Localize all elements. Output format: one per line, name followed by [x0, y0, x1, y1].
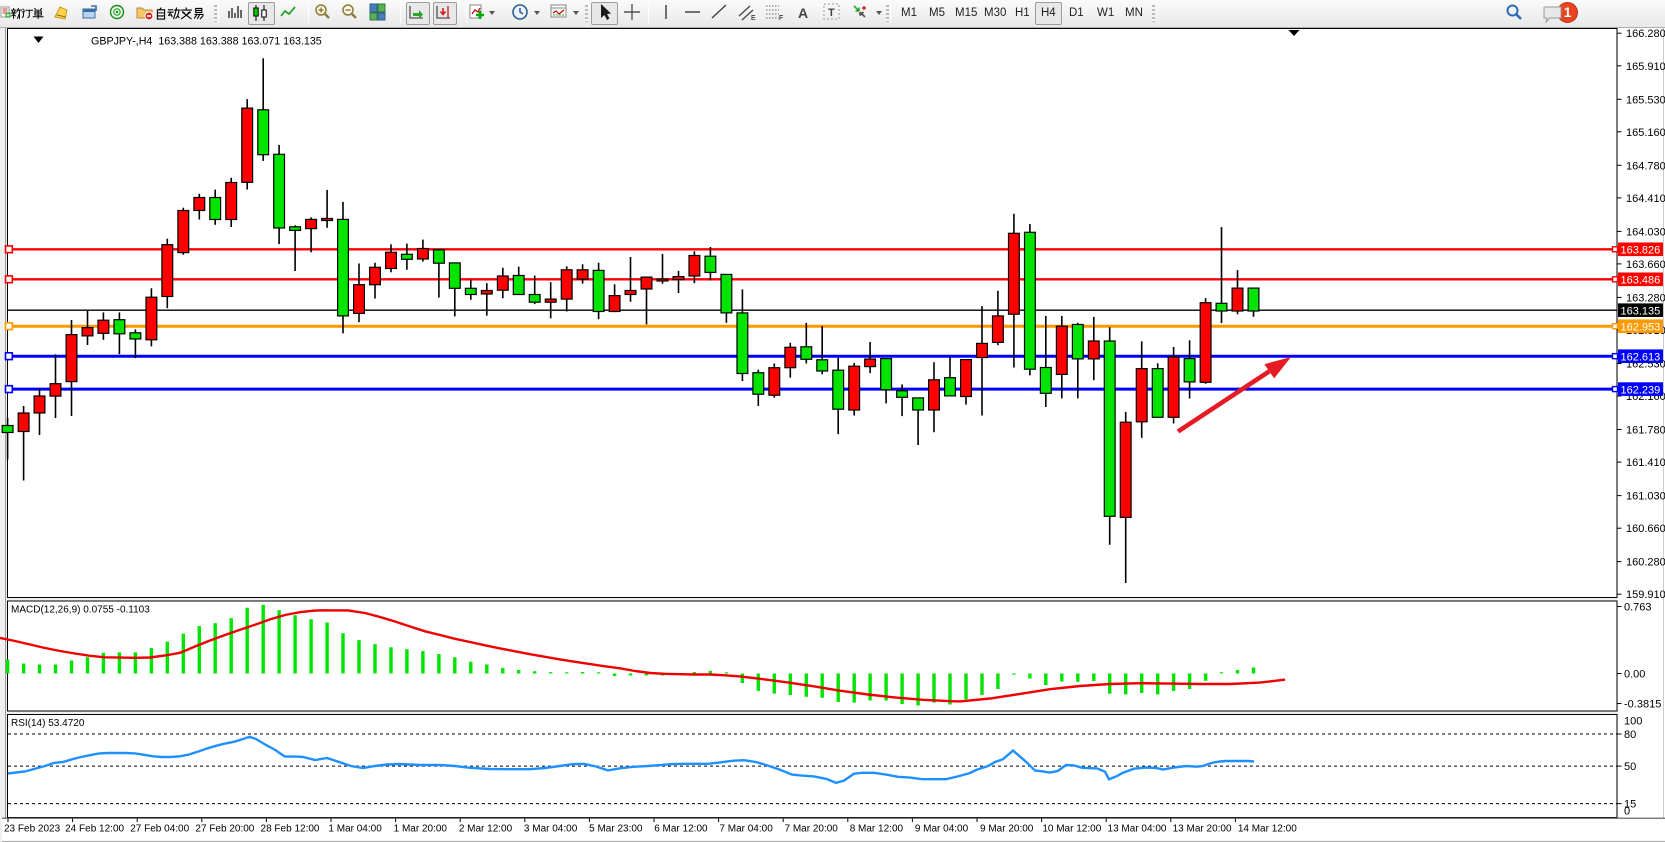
svg-text:23 Feb 2023: 23 Feb 2023: [4, 824, 61, 835]
svg-text:7 Mar 04:00: 7 Mar 04:00: [719, 824, 773, 835]
svg-text:9 Mar 20:00: 9 Mar 20:00: [980, 824, 1034, 835]
svg-text:163.486: 163.486: [1621, 275, 1661, 287]
svg-text:14 Mar 12:00: 14 Mar 12:00: [1238, 824, 1297, 835]
svg-text:9 Mar 04:00: 9 Mar 04:00: [915, 824, 969, 835]
svg-text:162.239: 162.239: [1621, 384, 1661, 396]
svg-text:163.135: 163.135: [1621, 305, 1661, 317]
svg-text:RSI(14) 53.4720: RSI(14) 53.4720: [11, 718, 85, 729]
svg-text:0: 0: [1624, 806, 1630, 818]
svg-text:0.00: 0.00: [1624, 669, 1645, 681]
svg-text:80: 80: [1624, 729, 1636, 741]
svg-text:7 Mar 20:00: 7 Mar 20:00: [785, 824, 839, 835]
svg-text:MACD(12,26,9) 0.0755 -0.1103: MACD(12,26,9) 0.0755 -0.1103: [11, 605, 150, 616]
svg-text:24 Feb 12:00: 24 Feb 12:00: [65, 824, 124, 835]
svg-text:13 Mar 04:00: 13 Mar 04:00: [1108, 824, 1167, 835]
svg-text:0.763: 0.763: [1624, 602, 1652, 614]
svg-text:166.280: 166.280: [1626, 28, 1665, 40]
svg-text:165.530: 165.530: [1626, 94, 1665, 106]
svg-text:-0.3815: -0.3815: [1624, 699, 1661, 711]
svg-text:162.613: 162.613: [1621, 351, 1661, 363]
svg-text:50: 50: [1624, 761, 1636, 773]
svg-text:160.660: 160.660: [1626, 523, 1665, 535]
svg-text:8 Mar 12:00: 8 Mar 12:00: [850, 824, 904, 835]
svg-text:E: E: [751, 15, 756, 22]
svg-text:164.030: 164.030: [1626, 226, 1665, 238]
svg-text:159.910: 159.910: [1626, 589, 1665, 601]
svg-text:163.826: 163.826: [1621, 245, 1661, 257]
svg-text:161.780: 161.780: [1626, 425, 1665, 437]
svg-text:160.280: 160.280: [1626, 557, 1665, 569]
svg-text:15: 15: [1624, 799, 1636, 811]
svg-text:162.953: 162.953: [1621, 321, 1661, 333]
svg-text:28 Feb 12:00: 28 Feb 12:00: [261, 824, 320, 835]
svg-text:163.660: 163.660: [1626, 259, 1665, 271]
svg-text:3 Mar 04:00: 3 Mar 04:00: [524, 824, 578, 835]
svg-text:164.410: 164.410: [1626, 193, 1665, 205]
svg-text:165.160: 165.160: [1626, 127, 1665, 139]
svg-text:164.780: 164.780: [1626, 160, 1665, 172]
svg-text:F: F: [779, 15, 783, 22]
svg-text:1 Mar 20:00: 1 Mar 20:00: [394, 824, 448, 835]
svg-text:6 Mar 12:00: 6 Mar 12:00: [654, 824, 708, 835]
svg-text:27 Feb 20:00: 27 Feb 20:00: [195, 824, 254, 835]
svg-text:1 Mar 04:00: 1 Mar 04:00: [328, 824, 382, 835]
svg-text:5 Mar 23:00: 5 Mar 23:00: [589, 824, 643, 835]
svg-text:10 Mar 12:00: 10 Mar 12:00: [1042, 824, 1101, 835]
svg-text:161.030: 161.030: [1626, 491, 1665, 503]
svg-text:T: T: [828, 7, 835, 19]
svg-text:GBPJPY-,H4 163.388 163.388 16: GBPJPY-,H4 163.388 163.388 163.071 163.1…: [91, 36, 322, 48]
svg-text:2 Mar 12:00: 2 Mar 12:00: [459, 824, 513, 835]
svg-text:165.910: 165.910: [1626, 61, 1665, 73]
svg-text:13 Mar 20:00: 13 Mar 20:00: [1173, 824, 1232, 835]
svg-text:163.280: 163.280: [1626, 292, 1665, 304]
svg-text:27 Feb 04:00: 27 Feb 04:00: [130, 824, 189, 835]
svg-text:100: 100: [1624, 716, 1642, 728]
svg-text:161.410: 161.410: [1626, 457, 1665, 469]
